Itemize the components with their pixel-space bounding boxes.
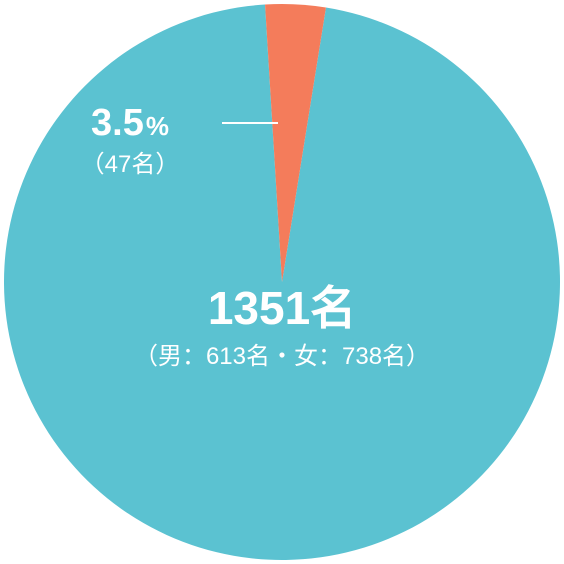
- major-total: 1351名: [0, 280, 564, 338]
- minor-percent-unit: %: [146, 111, 169, 141]
- pie-chart: 3.5% （47名） 1351名 （男：613名・女：738名）: [0, 0, 564, 564]
- major-slice-label: 1351名 （男：613名・女：738名）: [0, 280, 564, 372]
- major-breakdown: （男：613名・女：738名）: [0, 342, 564, 372]
- minor-slice-label: 3.5% （47名）: [0, 100, 260, 180]
- minor-count: （47名）: [0, 150, 260, 180]
- minor-percent: 3.5%: [0, 100, 260, 148]
- minor-percent-value: 3.5: [91, 102, 144, 144]
